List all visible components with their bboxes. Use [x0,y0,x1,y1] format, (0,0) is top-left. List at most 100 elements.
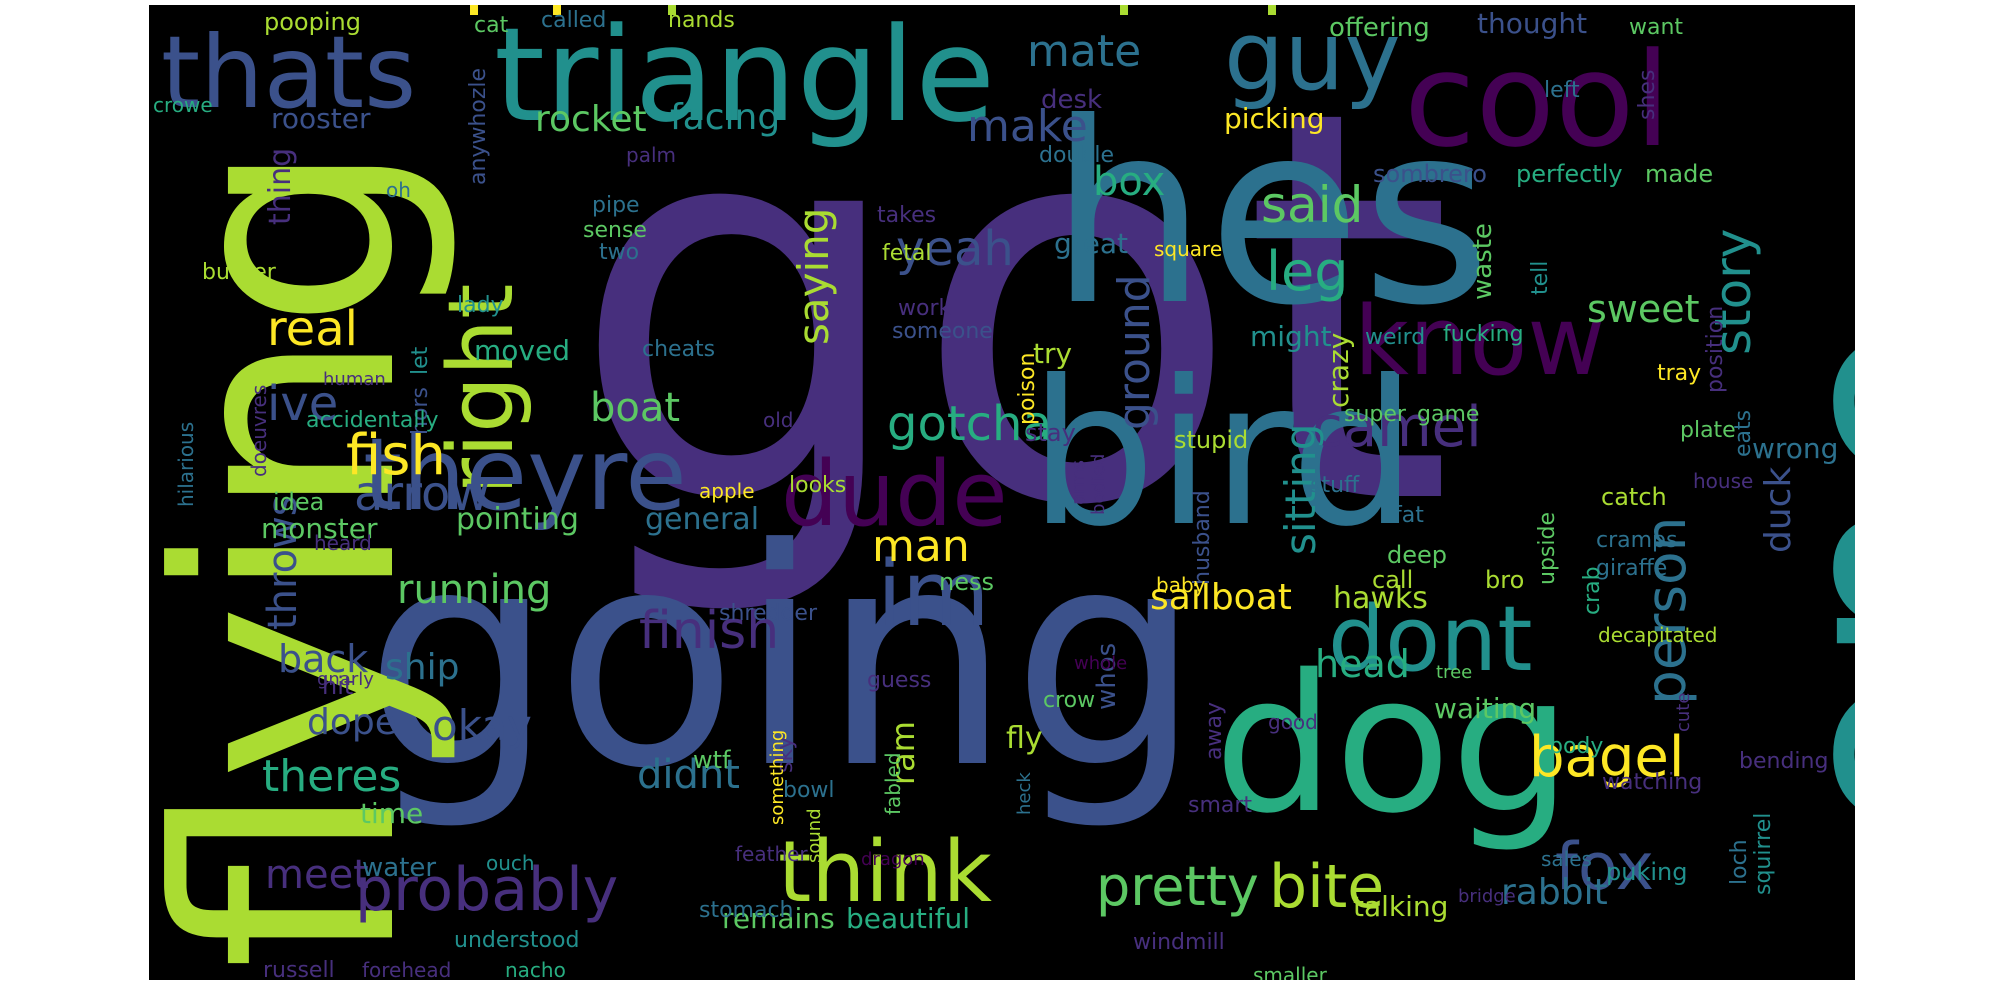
clipped-word-fragment [1120,5,1128,15]
word-hilarious: hilarious [174,421,198,507]
word-make: make [967,101,1088,152]
word-waiting: waiting [1434,692,1537,725]
word-heard: heard [314,531,372,555]
word-accidentally: accidentally [306,408,439,433]
word-catch: catch [1601,483,1667,511]
word-fox: fox [1555,830,1655,905]
word-cramps: cramps [1596,528,1678,553]
clipped-word-fragment [553,5,561,15]
word-moved: moved [474,334,570,367]
word-palm: palm [626,143,676,167]
word-boat: boat [590,385,681,431]
word-desk: desk [1041,85,1103,115]
word-ouch: ouch [486,851,535,875]
word-bird: bird [1029,338,1418,571]
word-hawks: hawks [1333,581,1428,616]
word-great: great [1054,227,1129,260]
word-stay: stay [1025,419,1076,447]
word-thing: thing [263,147,298,225]
word-buttler: buttler [202,260,276,285]
word-theres: theres [262,751,402,802]
word-windmill: windmill [1133,930,1225,955]
word-tree: tree [1436,662,1473,683]
word-doeuvres: doeuvres [247,384,271,477]
word-bowl: bowl [783,778,835,803]
word-yeah: yeah [896,221,1014,277]
word-stuff: stuff [1310,473,1360,498]
word-double: double [1039,143,1114,168]
word-call: call [1372,566,1414,594]
word-hes: hes [1049,69,1492,360]
word-duck: duck [1758,466,1799,553]
word-remains: remains [722,902,835,935]
word-puking: puking [1606,858,1688,886]
word-leg: leg [1266,240,1349,303]
word-wtf: wtf [693,746,731,774]
word-arms: arms [1068,459,1089,505]
word-think: think [778,823,992,922]
word-game: game [1417,402,1480,427]
word-might: might [1250,320,1332,353]
word-forehead: forehead [362,958,452,980]
word-fat: fat [1394,503,1424,528]
word-stupid: stupid [1174,426,1249,454]
word-meet: meet [265,852,369,898]
word-dude: dude [781,442,1008,547]
word-tell: tell [1528,260,1553,295]
word-apple: apple [699,479,755,503]
word-mate: mate [1027,26,1142,77]
word-ship: ship [385,647,460,688]
word-pooping: pooping [264,8,361,36]
word-waste: waste [1468,223,1498,300]
word-time: time [360,797,424,830]
word-offering: offering [1329,13,1430,43]
word-pointing: pointing [456,502,579,537]
word-pretty: pretty [1096,855,1259,918]
word-back: back [278,637,369,681]
word-feather: feather [735,842,808,866]
word-decapitated: decapitated [1598,623,1718,647]
word-poison: poison [1015,352,1040,425]
word-husband: husband [1190,490,1215,585]
word-bite: bite [1269,852,1385,922]
word-plate: plate [1680,418,1736,443]
word-sombrero: sombrero [1373,160,1487,188]
word-smart: smart [1188,793,1253,818]
word-cool: cool [1404,24,1671,176]
word-rocket: rocket [535,99,647,140]
word-general: general [645,502,760,537]
word-lady: lady [457,293,504,318]
word-dope: dope [307,702,397,743]
word-picking: picking [1224,102,1325,135]
word-facing: facing [670,97,781,138]
word-man: man [872,521,970,572]
word-box: box [1093,159,1166,205]
word-fetal: fetal [882,241,932,266]
word-ive: ive [267,376,339,432]
word-didnt: didnt [637,752,740,798]
word-upside: upside [1535,512,1560,585]
word-smaller: smaller [1253,963,1327,980]
word-left: left [1544,78,1580,103]
word-deep: deep [1387,541,1447,569]
word-good: good [1268,710,1318,734]
word-russell: russell [263,958,335,981]
word-im: im [877,542,990,647]
word-someone: someone [892,319,993,344]
word-two: two [599,240,640,265]
word-oh: oh [386,178,411,202]
clipped-word-fragment [668,5,676,15]
word-perfectly: perfectly [1516,160,1623,188]
word-crowe: crowe [153,93,213,117]
word-said: said [1261,176,1364,234]
word-saying: saying [789,207,838,345]
word-idea: idea [273,488,325,516]
word-takes: takes [877,203,937,228]
word-talking: talking [1353,890,1449,923]
word-bodied: bodied [1088,453,1109,515]
word-cute: cute [1673,692,1694,732]
word-shes: shes [1635,69,1660,120]
word-probably: probably [355,855,619,925]
word-fabled: fabled [881,752,905,815]
word-cat: cat [474,13,509,38]
